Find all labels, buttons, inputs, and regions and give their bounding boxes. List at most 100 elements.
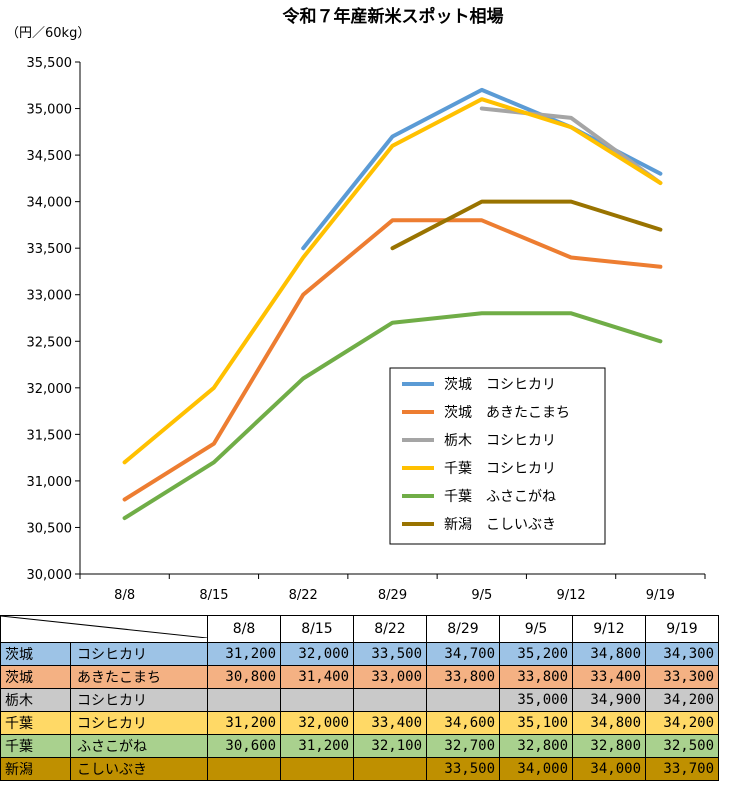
table-cell-price xyxy=(280,688,354,712)
table-cell-prefecture: 千葉 xyxy=(0,734,71,758)
table-cell-price: 32,000 xyxy=(280,711,354,735)
line-chart: 令和７年産新米スポット相場 （円／60kg） 30,000 30,500 31,00… xyxy=(6,6,706,603)
table-cell-price: 35,200 xyxy=(499,642,573,666)
series-line xyxy=(122,311,663,521)
table-cell-price: 33,400 xyxy=(353,711,427,735)
table-cell-price xyxy=(353,688,427,712)
table-cell-price xyxy=(207,688,281,712)
y-tick-label: 30,500 xyxy=(27,521,73,536)
table-cell-price: 34,700 xyxy=(426,642,500,666)
legend-label: 新潟 こしいぶき xyxy=(444,517,556,533)
table-cell-price: 33,500 xyxy=(426,757,500,781)
table-cell-cultivar: コシヒカリ xyxy=(70,711,208,735)
table-cell-prefecture: 茨城 xyxy=(0,665,71,689)
table-cell-price xyxy=(426,688,500,712)
table-cell-prefecture: 千葉 xyxy=(0,711,71,735)
table-cell-price: 34,300 xyxy=(645,642,719,666)
table-cell-prefecture: 新潟 xyxy=(0,757,71,781)
table-cell-price: 34,200 xyxy=(645,688,719,712)
table-cell-price: 31,200 xyxy=(280,734,354,758)
y-tick-label: 34,500 xyxy=(27,149,73,164)
legend-box xyxy=(389,367,606,545)
series-lines xyxy=(122,87,663,521)
table-cell-price: 31,400 xyxy=(280,665,354,689)
x-tick-label: 9/19 xyxy=(646,588,675,603)
table-header-date: 8/29 xyxy=(426,615,500,643)
y-tick-label: 33,000 xyxy=(27,289,73,304)
y-axis-unit-label: （円／60kg） xyxy=(6,26,90,41)
table-cell-price: 34,000 xyxy=(572,757,646,781)
table-header-date: 9/19 xyxy=(645,615,719,643)
diagonal-line-icon xyxy=(1,616,207,639)
x-tick-label: 8/22 xyxy=(289,588,318,603)
table-cell-price: 34,600 xyxy=(426,711,500,735)
table-row: 茨城 コシヒカリ 31,200 32,000 33,500 34,700 35,200 34,… xyxy=(0,642,719,666)
table-cell-price: 33,800 xyxy=(499,665,573,689)
data-table-wrapper: 8/8 8/15 8/22 8/29 9/5 9/12 9/19 茨城 コシヒカリ 31,200… xyxy=(0,615,719,781)
table-cell-price xyxy=(280,757,354,781)
table-cell-prefecture: 茨城 xyxy=(0,642,71,666)
table-cell-price: 31,200 xyxy=(207,711,281,735)
x-tick-label: 9/5 xyxy=(471,588,492,603)
legend-label: 栃木 コシヒカリ xyxy=(444,433,556,449)
legend-label: 千葉 コシヒカリ xyxy=(444,461,556,477)
table-cell-price: 35,100 xyxy=(499,711,573,735)
y-tick-label: 31,000 xyxy=(27,475,73,490)
table-cell-price: 34,800 xyxy=(572,642,646,666)
y-tick-label: 35,000 xyxy=(27,103,73,118)
axes: 30,000 30,500 31,000 31,500 32,000 32,500 33,0… xyxy=(27,56,706,603)
table-cell-cultivar: ふさこがね xyxy=(70,734,208,758)
x-tick-label: 8/29 xyxy=(378,588,407,603)
table-cell-cultivar: コシヒカリ xyxy=(70,642,208,666)
y-tick-label: 32,500 xyxy=(27,335,73,350)
table-row: 千葉 ふさこがね 30,600 31,200 32,100 32,700 32,800 32,… xyxy=(0,734,719,758)
table-cell-price: 32,800 xyxy=(572,734,646,758)
table-cell-price: 31,200 xyxy=(207,642,281,666)
table-cell-price: 32,000 xyxy=(280,642,354,666)
series-line xyxy=(301,87,663,251)
series-line xyxy=(390,199,663,251)
table-row: 新潟 こしいぶき 33,500 34,000 34,000 33,700 xyxy=(0,757,719,781)
table-cell-price: 33,000 xyxy=(353,665,427,689)
table-cell-price: 33,700 xyxy=(645,757,719,781)
y-tick-label: 31,500 xyxy=(27,428,73,443)
data-table: 8/8 8/15 8/22 8/29 9/5 9/12 9/19 茨城 コシヒカリ 31,200… xyxy=(0,615,719,781)
chart-title: 令和７年産新米スポット相場 xyxy=(283,6,504,27)
table-header-date: 8/22 xyxy=(353,615,427,643)
table-cell-price: 32,700 xyxy=(426,734,500,758)
table-cell-price: 34,900 xyxy=(572,688,646,712)
table-cell-price: 33,400 xyxy=(572,665,646,689)
x-tick-label: 8/15 xyxy=(199,588,228,603)
table-cell-price xyxy=(353,757,427,781)
table-row: 茨城 あきたこまち 30,800 31,400 33,000 33,800 33,800 33… xyxy=(0,665,719,689)
y-tick-label: 30,000 xyxy=(27,568,73,583)
series-line xyxy=(122,97,663,465)
y-tick-label: 33,500 xyxy=(27,242,73,257)
table-header-date: 9/5 xyxy=(499,615,573,643)
table-row: 栃木 コシヒカリ 35,000 34,900 34,200 xyxy=(0,688,719,712)
table-header-date: 8/15 xyxy=(280,615,354,643)
legend-label: 茨城 あきたこまち xyxy=(444,405,570,421)
table-body: 茨城 コシヒカリ 31,200 32,000 33,500 34,700 35,200 34,… xyxy=(0,642,719,781)
table-cell-price: 33,500 xyxy=(353,642,427,666)
table-cell-price: 32,500 xyxy=(645,734,719,758)
table-row: 千葉 コシヒカリ 31,200 32,000 33,400 34,600 35,100 34,… xyxy=(0,711,719,735)
table-cell-price: 34,200 xyxy=(645,711,719,735)
table-cell-cultivar: あきたこまち xyxy=(70,665,208,689)
table-cell-price: 32,800 xyxy=(499,734,573,758)
table-cell-cultivar: コシヒカリ xyxy=(70,688,208,712)
x-tick-label: 8/8 xyxy=(114,588,135,603)
legend-label: 茨城 コシヒカリ xyxy=(444,377,556,393)
y-tick-label: 32,000 xyxy=(27,382,73,397)
y-tick-label: 34,000 xyxy=(27,196,73,211)
table-cell-price xyxy=(207,757,281,781)
table-cell-price: 35,000 xyxy=(499,688,573,712)
table-header-row: 8/8 8/15 8/22 8/29 9/5 9/12 9/19 xyxy=(0,615,719,643)
table-corner-cell xyxy=(0,615,208,643)
table-cell-price: 32,100 xyxy=(353,734,427,758)
y-tick-label: 35,500 xyxy=(27,56,73,71)
series-line xyxy=(479,106,663,185)
table-header-date: 8/8 xyxy=(207,615,281,643)
table-cell-price: 34,000 xyxy=(499,757,573,781)
